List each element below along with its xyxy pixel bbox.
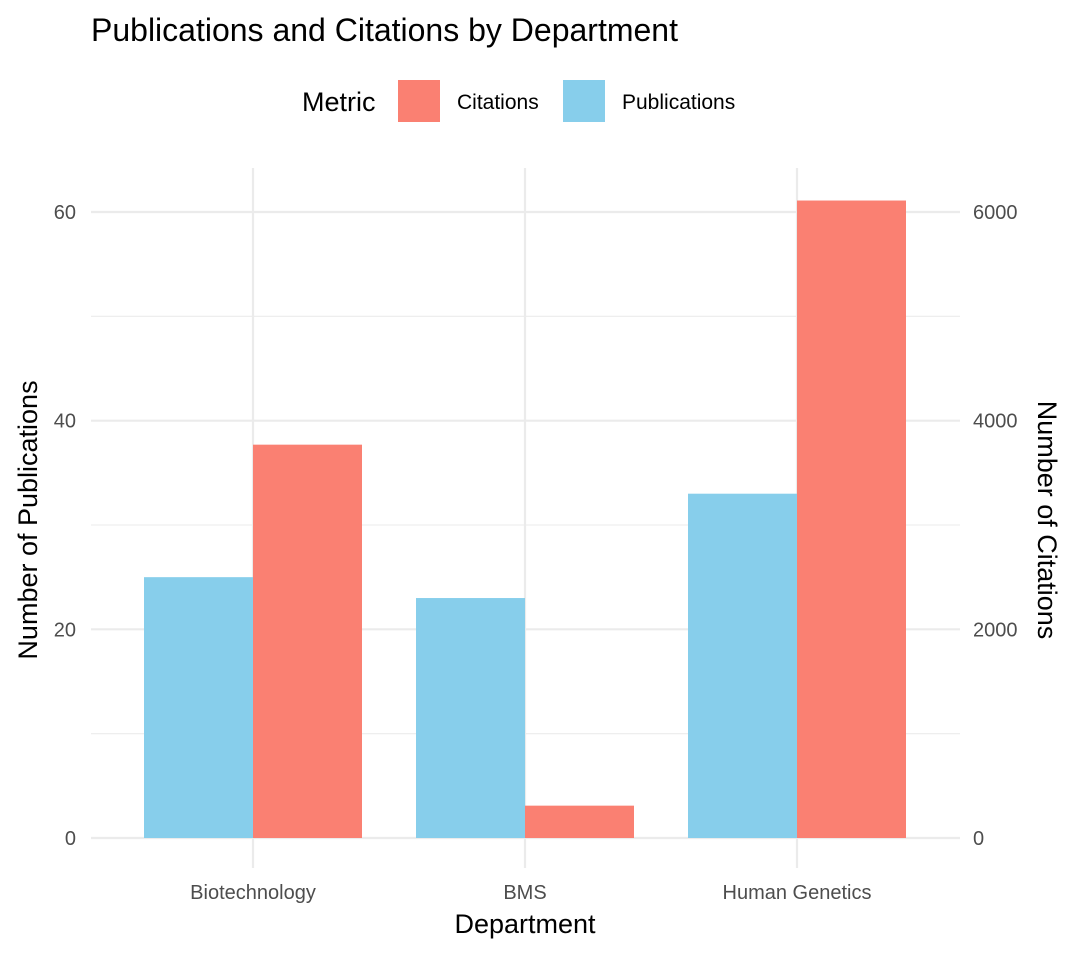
bar-citations — [525, 805, 634, 838]
bar-publications — [144, 577, 253, 838]
y-tick-label-right: 6000 — [973, 202, 1018, 224]
y-axis-title-left: Number of Publications — [13, 380, 43, 659]
bar-citations — [797, 200, 906, 839]
y-axis-title-right: Number of Citations — [1032, 401, 1062, 640]
legend-title: Metric — [302, 87, 376, 117]
legend: Metric Citations Publications — [302, 80, 735, 122]
y-axis-right: 0 2000 4000 6000 — [973, 202, 1018, 850]
y-axis-left: 0 20 40 60 — [54, 202, 76, 850]
bar-citations — [253, 444, 362, 838]
chart-title: Publications and Citations by Department — [91, 12, 678, 48]
y-tick-label-left: 20 — [54, 619, 76, 641]
bar-publications — [416, 598, 525, 838]
x-tick-label: Biotechnology — [190, 882, 316, 904]
y-tick-label-left: 40 — [54, 411, 76, 433]
y-tick-label-right: 4000 — [973, 411, 1018, 433]
legend-key-citations — [398, 80, 440, 122]
bar-publications — [688, 493, 797, 838]
x-axis-title: Department — [454, 909, 596, 939]
y-tick-label-right: 2000 — [973, 619, 1018, 641]
legend-key-publications — [563, 80, 605, 122]
y-tick-label-right: 0 — [973, 828, 984, 850]
legend-label-citations: Citations — [457, 91, 539, 114]
legend-label-publications: Publications — [622, 91, 735, 114]
y-tick-label-left: 0 — [65, 828, 76, 850]
x-tick-label: BMS — [503, 882, 546, 904]
y-tick-label-left: 60 — [54, 202, 76, 224]
x-axis: Biotechnology BMS Human Genetics — [190, 882, 871, 904]
x-tick-label: Human Genetics — [723, 882, 872, 904]
bars — [144, 200, 906, 839]
